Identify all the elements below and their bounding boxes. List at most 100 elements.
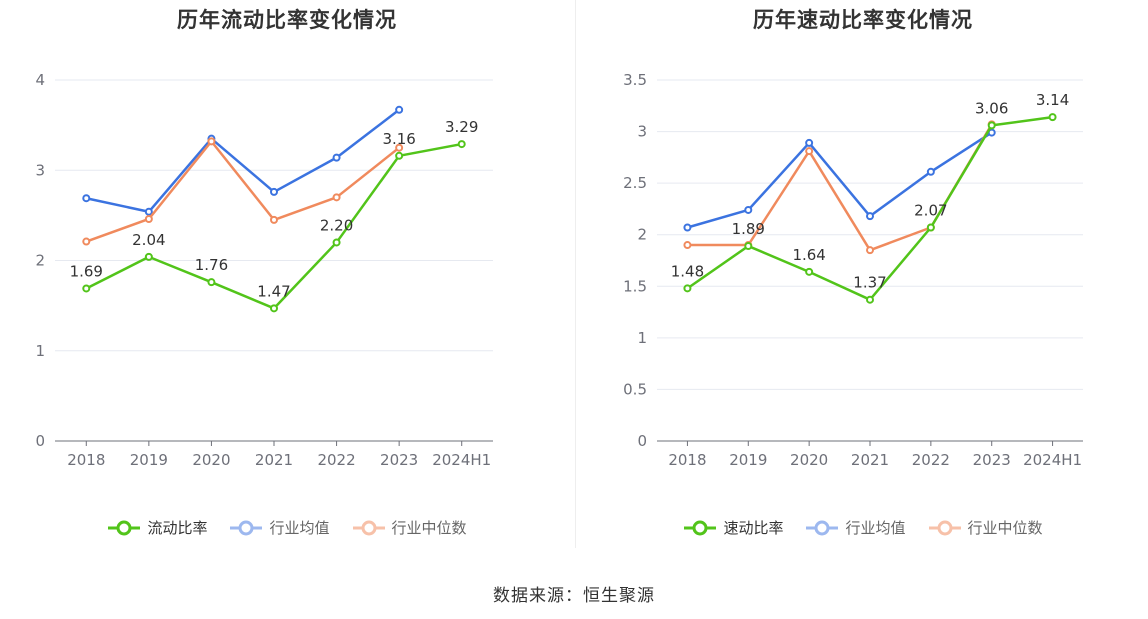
data-point [395,151,404,160]
data-point [866,295,874,304]
data-label: 1.48 [671,262,704,280]
legend-marker-icon [806,520,839,535]
data-source-note: 数据来源：恒生聚源 [493,586,655,606]
quick-ratio-chart: 0 0.5 1 1.5 2 2.5 3 3.5 2018 2019 2020 2021 2022 2023… [623,71,1083,469]
y-tick-label: 2 [35,252,45,270]
legend-item-current-ratio[interactable]: 流动比率 [107,517,207,538]
data-label: 1.47 [257,282,290,300]
series-line [85,140,400,243]
series-line [687,131,993,229]
y-tick-label: 0 [637,432,647,450]
data-label: 3.06 [975,99,1008,117]
chart-title: 历年流动比率变化情况 [177,8,397,32]
data-label: 2.20 [320,216,353,234]
y-tick-label: 4 [35,71,45,89]
legend-label: 流动比率 [147,519,208,537]
y-tick-label: 1 [637,329,647,347]
legend-item-industry-median[interactable]: 行业中位数 [352,517,467,538]
data-point [805,138,814,147]
data-point [207,278,216,287]
data-point [683,223,692,232]
x-tick-label: 2023 [973,451,1011,469]
data-point [82,237,91,246]
data-point [1048,113,1057,122]
data-label: 1.69 [70,262,103,280]
data-label: 1.89 [732,220,765,238]
y-tick-label: 0 [35,432,45,450]
legend-label: 行业中位数 [967,519,1043,537]
data-point [744,205,753,214]
x-tick-label: 2024H1 [1023,451,1082,469]
data-point [805,147,814,156]
legend-item-industry-mean[interactable]: 行业均值 [229,517,330,538]
panel-divider [575,0,576,548]
x-tick-label: 2020 [192,451,230,469]
data-label: 1.64 [792,246,825,264]
data-point [926,167,935,176]
x-tick-label: 2018 [668,451,706,469]
x-tick-label: 2021 [255,451,293,469]
data-point [144,252,153,261]
y-tick-label: 3 [637,123,647,141]
y-tick-label: 1 [35,342,45,360]
x-tick-label: 2022 [317,451,355,469]
y-tick-label: 3.5 [623,71,647,89]
legend-item-quick-ratio[interactable]: 速动比率 [683,517,783,538]
data-point [866,212,874,221]
y-tick-label: 2.5 [623,174,647,192]
data-point [270,187,278,196]
current-ratio-panel: 历年流动比率变化情况 0 1 2 3 4 2018 2019 2020 2021 2022 2023… [0,0,574,560]
data-label: 2.04 [132,231,165,249]
current-ratio-chart: 0 1 2 3 4 2018 2019 2020 2021 2022 2023 2024H1 1.69 2… [35,71,493,469]
data-point [987,121,996,130]
data-label: 1.37 [853,274,886,292]
legend-label: 行业均值 [845,519,906,537]
y-tick-label: 2 [637,226,647,244]
x-tick-label: 2019 [130,451,168,469]
data-point [207,137,216,146]
data-point [332,153,341,162]
data-point [866,246,874,255]
data-point [683,241,692,250]
data-point [805,267,814,276]
y-tick-label: 3 [35,161,45,179]
data-point [744,242,753,251]
y-tick-label: 0.5 [623,380,647,398]
data-point [270,215,278,224]
x-tick-label: 2021 [851,451,889,469]
series-line [686,115,1053,301]
data-label: 2.07 [914,201,947,219]
legend-item-industry-mean[interactable]: 行业均值 [805,517,906,538]
x-tick-label: 2023 [380,451,418,469]
x-tick-label: 2024H1 [432,451,491,469]
legend-label: 速动比率 [723,519,784,537]
data-point [82,194,91,203]
legend-label: 行业均值 [269,519,330,537]
legend-item-industry-median[interactable]: 行业中位数 [928,517,1043,538]
data-point [332,238,341,247]
data-point [82,284,91,293]
x-tick-label: 2022 [912,451,950,469]
data-point [457,140,466,149]
data-point [926,223,935,232]
data-point [395,105,404,114]
data-point [683,284,692,293]
data-label: 3.14 [1036,91,1069,109]
data-label: 1.76 [195,256,228,274]
legend: 速动比率 行业均值 行业中位数 [576,517,1148,538]
data-point [332,193,341,202]
chart-title: 历年速动比率变化情况 [753,8,973,32]
legend-marker-icon [108,520,141,535]
quick-ratio-panel: 历年速动比率变化情况 0 0.5 1 1.5 2 2.5 3 3.5 2018 2019 2020 2… [576,0,1148,560]
legend-label: 行业中位数 [391,519,467,537]
data-label: 3.16 [382,130,415,148]
legend-marker-icon [928,520,961,535]
data-point [144,214,153,223]
legend-marker-icon [684,520,717,535]
x-tick-label: 2020 [790,451,828,469]
data-point [144,207,153,216]
y-tick-label: 1.5 [623,277,647,295]
data-point [395,143,404,152]
legend-marker-icon [352,520,385,535]
x-tick-label: 2018 [67,451,105,469]
